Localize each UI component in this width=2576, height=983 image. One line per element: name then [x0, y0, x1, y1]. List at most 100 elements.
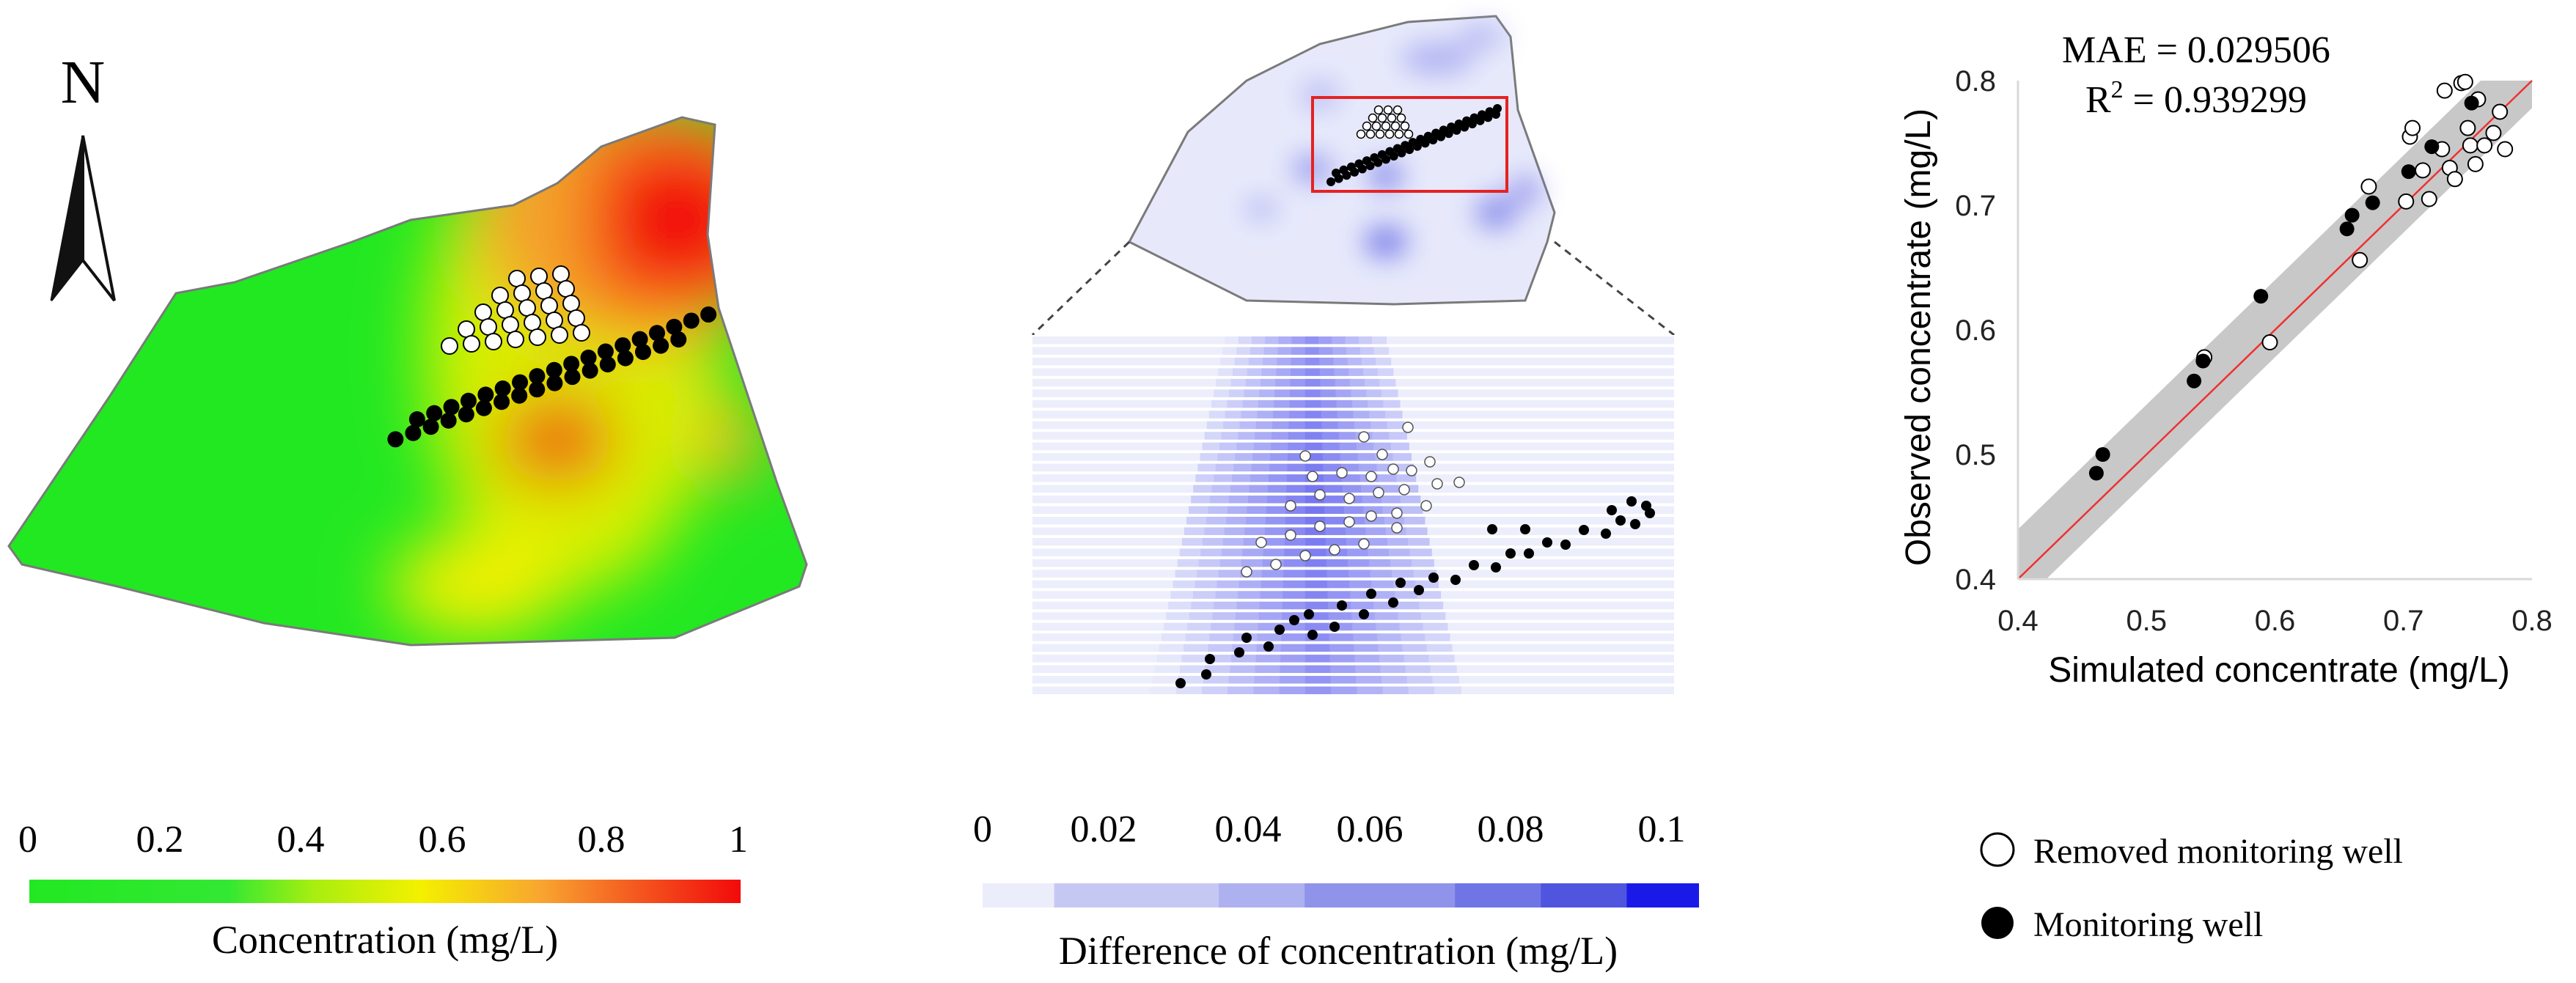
- grid-cell: [1370, 421, 1389, 430]
- monitoring-well-marker: [511, 387, 528, 404]
- grid-cell: [1392, 570, 1415, 578]
- grid-cell: [1388, 548, 1412, 556]
- grid-cell: [1203, 676, 1230, 684]
- monitoring-well-marker: [405, 424, 422, 441]
- grid-cell: [1230, 665, 1257, 674]
- grid-cell: [1193, 485, 1214, 493]
- grid-cell: [1221, 548, 1244, 556]
- grid-cell: [1334, 368, 1350, 376]
- cb-mid-tick: 0.02: [1071, 809, 1137, 850]
- grid-cell: [1330, 676, 1358, 684]
- grid-cell: [1252, 453, 1272, 461]
- grid-cell: [1269, 463, 1289, 472]
- grid-cell: [1304, 559, 1328, 567]
- monitoring-well-marker: [1579, 525, 1589, 535]
- concentration-map: [7, 116, 808, 647]
- grid-cell: [1200, 548, 1223, 556]
- grid-cell: [1159, 644, 1185, 652]
- grid-cell: [1340, 453, 1359, 461]
- grid-cell: [1266, 496, 1288, 504]
- removed-well-marker: [463, 335, 480, 353]
- grid-cell: [1286, 485, 1307, 493]
- grid-cell: [1347, 559, 1370, 567]
- grid-cell: [1304, 347, 1321, 355]
- monitoring-well-marker: [670, 331, 687, 348]
- grid-cell: [1290, 389, 1307, 397]
- grid-cell: [1326, 570, 1350, 578]
- cb-left-tick: 0.2: [136, 819, 184, 861]
- x-tick-label: 0.5: [2126, 605, 2167, 637]
- grid-cell: [1205, 665, 1232, 674]
- grid-cell: [1323, 474, 1343, 482]
- grid-cell: [1257, 410, 1274, 419]
- monitoring-well-marker: [460, 392, 477, 409]
- grid-cell: [1212, 612, 1237, 620]
- grid-cell: [1239, 421, 1258, 430]
- grid-cell: [1324, 517, 1346, 525]
- grid-cell: [1396, 601, 1421, 610]
- grid-cell: [1304, 686, 1332, 694]
- grid-cell: [1368, 548, 1390, 556]
- grid-cell: [1278, 336, 1293, 345]
- grid-cell: [1369, 410, 1387, 419]
- removed-well-point: [2360, 178, 2377, 195]
- grid-cell: [1415, 580, 1439, 589]
- monitoring-well-marker: [1388, 597, 1398, 608]
- removed-well-marker: [568, 309, 585, 327]
- grid-cell: [1187, 622, 1213, 631]
- monitoring-well-point: [2195, 353, 2211, 369]
- monitoring-well-marker: [1428, 573, 1439, 583]
- grid-cell: [1326, 559, 1349, 567]
- grid-cell: [1351, 389, 1368, 397]
- grid-cell: [1289, 400, 1307, 408]
- y-tick-label: 0.6: [1955, 314, 1996, 347]
- monitoring-well-marker: [1493, 104, 1502, 113]
- grid-cell: [1376, 622, 1401, 631]
- monitoring-well-marker: [1444, 129, 1453, 139]
- monitoring-well-marker: [426, 405, 443, 421]
- grid-cell: [1355, 665, 1382, 674]
- grid-cell: [1272, 432, 1290, 440]
- grid-cell: [1319, 368, 1336, 376]
- grid-cell: [1329, 655, 1356, 663]
- removed-well-marker: [485, 333, 502, 350]
- grid-cell: [1283, 570, 1307, 578]
- grid-cell: [1291, 347, 1307, 355]
- grid-cell: [1258, 400, 1275, 408]
- grid-cell: [1339, 442, 1358, 451]
- grid-cell: [1357, 442, 1376, 451]
- cb-left-tick: 0: [18, 819, 37, 861]
- monitoring-well-marker: [477, 386, 494, 403]
- monitoring-well-legend-icon: [1981, 907, 2014, 939]
- grid-cell: [1265, 336, 1280, 345]
- grid-cell: [1331, 686, 1359, 694]
- grid-cell: [1304, 570, 1329, 578]
- grid-cell: [1335, 378, 1351, 387]
- grid-cell: [1280, 644, 1307, 652]
- monitoring-well-marker: [440, 412, 457, 429]
- concentration-colorbar-bar: [29, 880, 741, 903]
- removed-well-marker: [1255, 537, 1267, 548]
- monitoring-well-marker: [529, 381, 546, 398]
- grid-cell: [1250, 347, 1266, 355]
- grid-cell: [1354, 644, 1380, 652]
- grid-cell: [1221, 432, 1240, 440]
- removed-well-marker: [1329, 544, 1340, 556]
- grid-cell: [1358, 336, 1373, 345]
- grid-cell: [1394, 463, 1414, 472]
- removed-well-marker: [1270, 559, 1282, 570]
- monitoring-well-marker: [1450, 575, 1461, 585]
- grid-cell: [1337, 410, 1355, 419]
- grid-cell: [1285, 517, 1307, 525]
- grid-cell: [1333, 357, 1349, 366]
- grid-cell: [1387, 421, 1405, 430]
- grid-cell: [1225, 517, 1247, 525]
- x-tick-label: 0.7: [2383, 605, 2424, 637]
- grid-cell: [1288, 442, 1307, 451]
- grid-cell: [1357, 453, 1377, 461]
- removed-well-point: [2459, 119, 2476, 136]
- removed-well-marker: [1383, 105, 1393, 115]
- cb-left-tick: 0.6: [419, 819, 466, 861]
- x-tick-label: 0.4: [1997, 605, 2039, 637]
- grid-cell: [1373, 347, 1390, 355]
